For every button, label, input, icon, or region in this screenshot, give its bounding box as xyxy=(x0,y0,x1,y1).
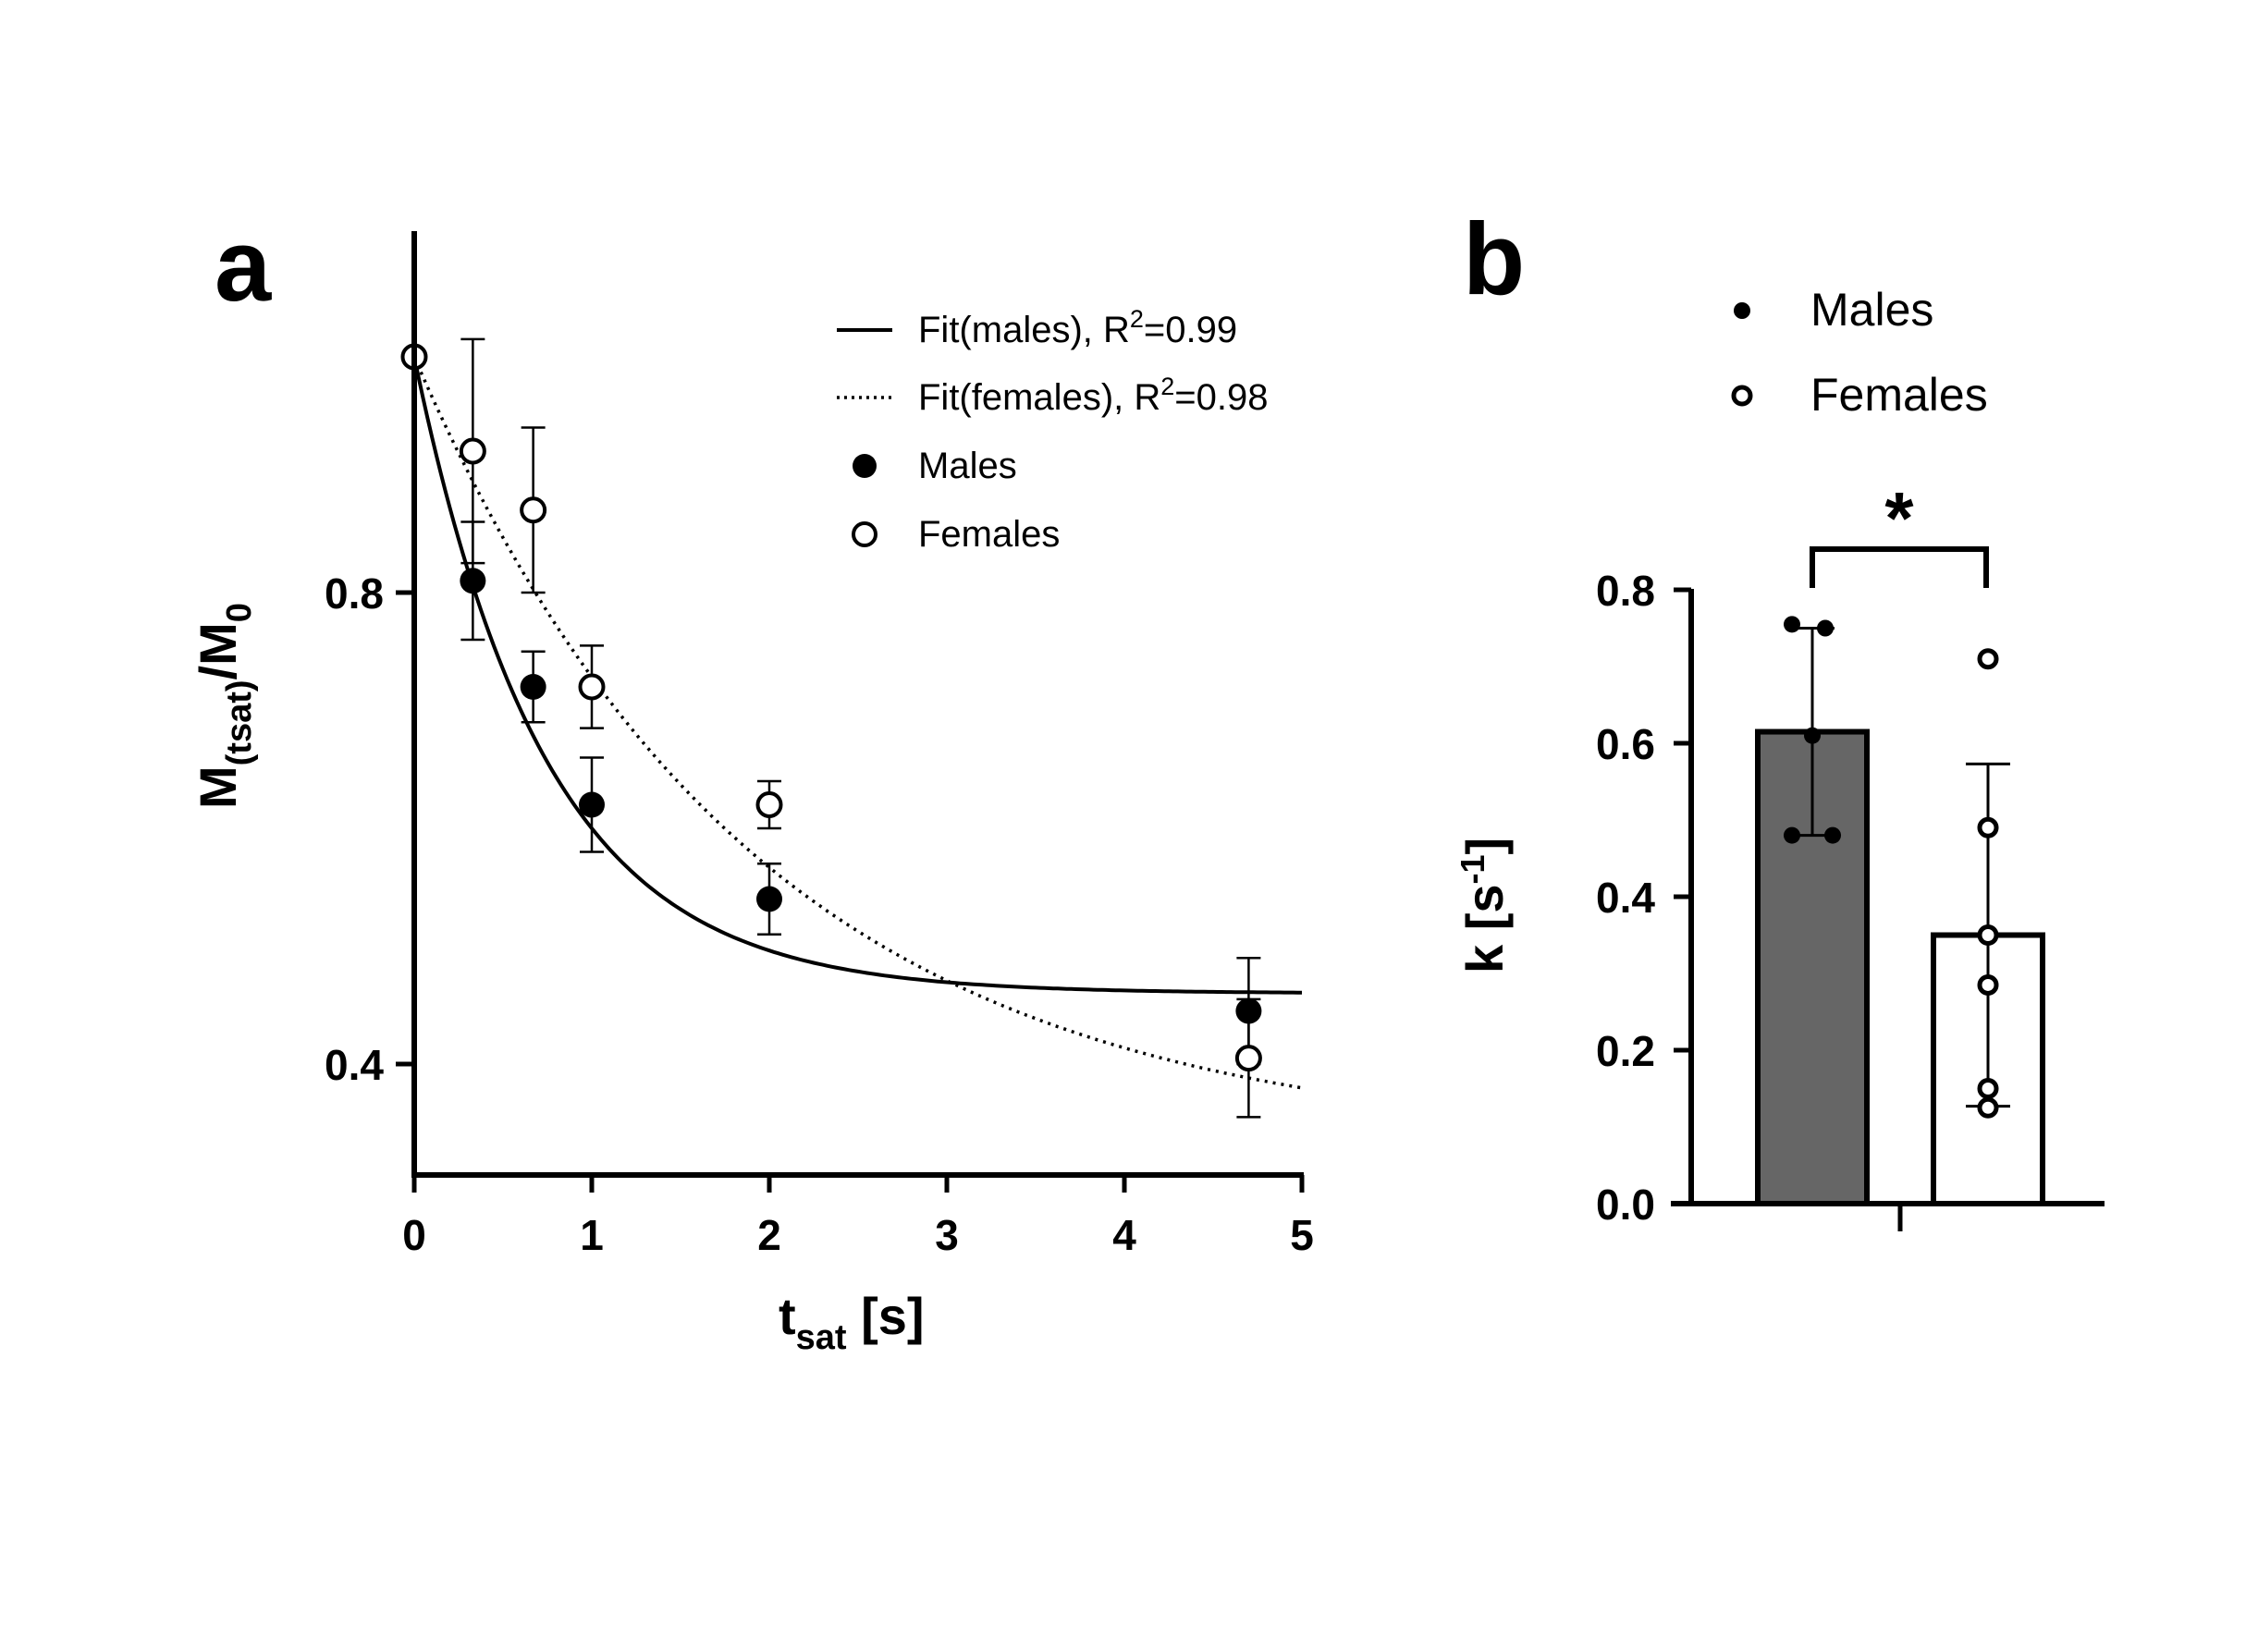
b-y-ticks: 0.0 0.2 0.4 0.6 0.8 xyxy=(1596,567,1691,1229)
legend-b-females: Females xyxy=(1810,369,1988,421)
female-point xyxy=(578,673,606,701)
legend-b-filled-dot-icon xyxy=(1734,302,1750,319)
female-dot xyxy=(1977,648,1999,670)
b-y-tick-label: 0.6 xyxy=(1596,720,1655,768)
b-y-axis-title: k [s-1] xyxy=(1454,838,1514,973)
a-x-ticks: 0 1 2 3 4 5 xyxy=(402,1175,1314,1259)
male-dot xyxy=(1824,826,1841,844)
female-point xyxy=(1234,1045,1262,1072)
legend-females: Females xyxy=(918,514,1060,555)
male-point xyxy=(579,791,605,818)
a-y-axis-title: M(tsat)/M0 xyxy=(189,603,259,809)
female-point xyxy=(755,791,783,818)
bar-points xyxy=(1784,616,1999,1119)
legend-b-open-dot-icon xyxy=(1731,385,1753,407)
legend-males: Males xyxy=(918,446,1017,486)
male-dot xyxy=(1817,619,1834,637)
data-points xyxy=(400,343,1262,1072)
a-y-tick-label: 0.8 xyxy=(325,569,384,618)
legend-fit-females: Fit(females), R2=0.98 xyxy=(918,373,1269,418)
a-x-tick-label: 2 xyxy=(757,1211,781,1259)
male-point xyxy=(520,674,546,700)
b-y-tick-label: 0.2 xyxy=(1596,1027,1655,1075)
male-dot xyxy=(1784,616,1800,633)
significance-star: * xyxy=(1884,477,1914,559)
b-y-tick-label: 0.4 xyxy=(1596,874,1655,922)
a-x-tick-label: 3 xyxy=(935,1211,959,1259)
female-dot xyxy=(1977,973,1999,996)
a-legend: Fit(males), R2=0.99 Fit(females), R2=0.9… xyxy=(837,305,1269,555)
b-y-tick-label: 0.8 xyxy=(1596,567,1655,615)
a-x-tick-label: 4 xyxy=(1112,1211,1136,1259)
female-point xyxy=(459,437,486,465)
a-y-tick-label: 0.4 xyxy=(325,1041,384,1089)
male-point xyxy=(756,886,782,912)
significance-bracket xyxy=(1810,546,1989,588)
bars xyxy=(1755,728,2045,1206)
female-dot xyxy=(1977,816,1999,838)
fit-curves xyxy=(412,356,1303,1090)
female-point xyxy=(520,496,547,524)
a-x-tick-label: 1 xyxy=(580,1211,604,1259)
male-point xyxy=(460,568,486,594)
female-dot xyxy=(1977,924,1999,946)
male-point xyxy=(1235,997,1262,1024)
panel-b-letter: b xyxy=(1463,202,1525,316)
legend-fit-males: Fit(males), R2=0.99 xyxy=(918,305,1237,350)
panel-b-chart: 0.0 0.2 0.4 0.6 0.8 k [s-1] * Males Females xyxy=(1454,284,2105,1231)
panel-a-chart: 0 1 2 3 4 5 0.8 0.4 tsat [s] M(tsat)/M0 Fit(ma… xyxy=(189,231,1314,1357)
a-y-ticks: 0.8 0.4 xyxy=(325,569,414,1089)
panel-a-letter: a xyxy=(215,209,272,323)
a-x-axis-title: tsat [s] xyxy=(779,1287,925,1357)
legend-filled-circle-icon xyxy=(853,454,877,478)
male-dot xyxy=(1784,826,1800,844)
legend-b-males: Males xyxy=(1810,284,1933,336)
b-y-tick-label: 0.0 xyxy=(1596,1181,1655,1229)
a-x-tick-label: 5 xyxy=(1290,1211,1314,1259)
fit-males-curve xyxy=(412,356,1302,995)
b-legend: Males Females xyxy=(1731,284,1988,421)
legend-open-circle-icon xyxy=(852,521,877,547)
a-x-tick-label: 0 xyxy=(402,1211,426,1259)
male-dot xyxy=(1804,727,1821,744)
female-dot xyxy=(1977,1078,1999,1099)
female-dot xyxy=(1977,1096,1999,1119)
